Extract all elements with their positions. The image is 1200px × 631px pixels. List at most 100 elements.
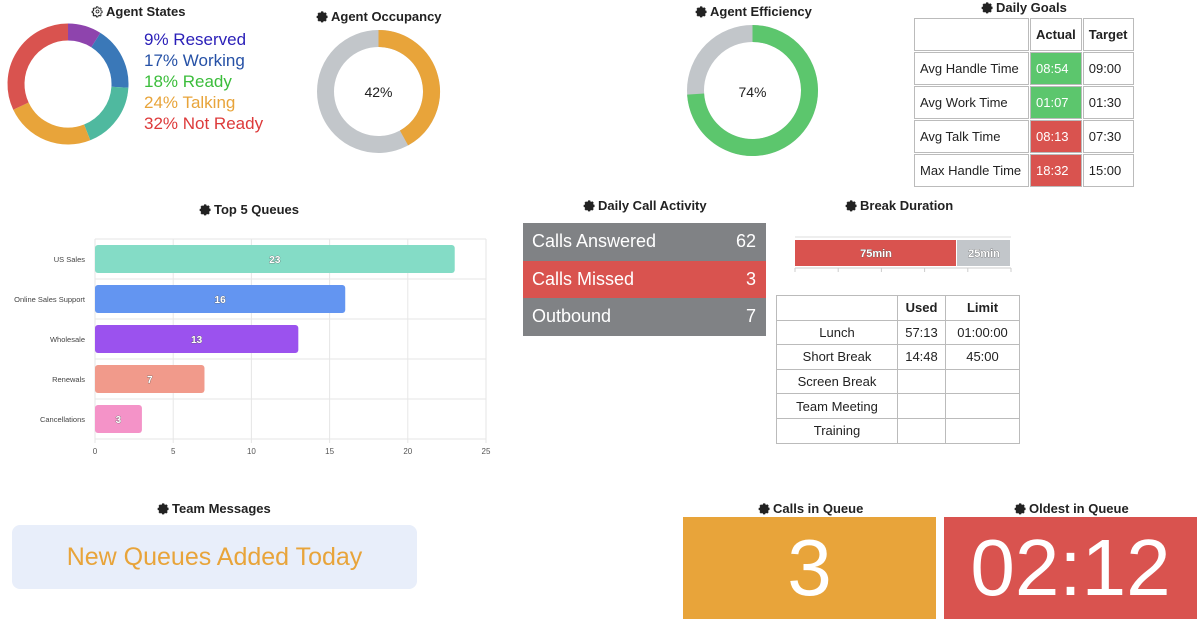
- gear-icon[interactable]: [316, 10, 329, 23]
- bar-value-label: 7: [147, 375, 153, 386]
- team-message-box: New Queues Added Today: [12, 525, 417, 589]
- break-limit: 01:00:00: [945, 319, 1020, 346]
- goal-label: Avg Talk Time: [914, 120, 1029, 153]
- agent-states-donut: [7, 23, 129, 145]
- donut-segment-ready: [83, 86, 129, 141]
- gear-icon[interactable]: [91, 5, 104, 18]
- agent-efficiency-gauge: [687, 25, 818, 156]
- break-limit: [945, 417, 1020, 444]
- bar-wholesale: [95, 325, 299, 353]
- break-row: Short Break 14:48 45:00: [776, 344, 1020, 370]
- x-tick-label: 0: [93, 447, 98, 456]
- agent-efficiency-title: Agent Efficiency: [695, 4, 812, 19]
- break-row: Team Meeting: [776, 393, 1020, 419]
- activity-row: Calls Answered 62: [523, 223, 766, 261]
- break-segment-label: 25min: [968, 248, 1000, 260]
- bar-value-label: 13: [191, 335, 203, 346]
- oldest-in-queue-value: 02:12: [970, 523, 1171, 612]
- agent-states-title: Agent States: [91, 4, 185, 19]
- break-row: Screen Break: [776, 368, 1020, 395]
- daily-call-activity-title: Daily Call Activity: [583, 198, 707, 213]
- bar-cancellations: [95, 405, 142, 433]
- break-duration-bar: 75min 25min: [794, 236, 1012, 272]
- legend-item: 17% Working: [144, 51, 245, 70]
- goals-header-blank: [914, 18, 1029, 51]
- goal-target: 09:00: [1082, 52, 1134, 85]
- donut-segment-not-ready: [7, 23, 69, 110]
- widget-title-text: Break Duration: [860, 198, 954, 213]
- gear-icon[interactable]: [199, 203, 212, 216]
- break-used: [897, 368, 946, 395]
- activity-value: 62: [735, 231, 756, 252]
- team-messages-title: Team Messages: [157, 501, 271, 516]
- goal-label: Avg Work Time: [914, 86, 1029, 119]
- x-tick-label: 15: [325, 447, 334, 456]
- bar-renewals: [95, 365, 205, 393]
- goals-row: Avg Work Time 01:07 01:30: [914, 86, 1134, 119]
- break-segment-label: 75min: [860, 248, 892, 260]
- oldest-in-queue-box: 02:12: [944, 517, 1197, 619]
- gear-icon[interactable]: [981, 1, 994, 14]
- goals-row: Avg Handle Time 08:54 09:00: [914, 52, 1134, 85]
- oldest-in-queue-title: Oldest in Queue: [1014, 501, 1129, 516]
- break-used: [897, 393, 946, 419]
- gauge-fill: [378, 30, 440, 146]
- donut-segment-reserved: [67, 23, 101, 48]
- activity-row: Calls Missed 3: [523, 260, 766, 298]
- goal-target: 01:30: [1082, 86, 1134, 119]
- gear-icon[interactable]: [157, 502, 170, 515]
- legend-item: 24% Talking: [144, 93, 236, 112]
- gauge-fill: [687, 25, 818, 156]
- activity-value: 7: [745, 306, 756, 327]
- agent-states-legend: 9% Reserved 17% Working 18% Ready 24% Talki…: [144, 29, 263, 134]
- goal-target: 15:00: [1082, 154, 1134, 187]
- gear-icon[interactable]: [583, 199, 596, 212]
- donut-segment-talking: [13, 102, 91, 145]
- activity-value: 3: [745, 268, 756, 289]
- break-header-used: Used: [897, 295, 946, 321]
- bar-value-label: 23: [269, 255, 281, 266]
- widget-title-text: Agent Efficiency: [710, 4, 812, 19]
- x-tick-label: 25: [482, 447, 491, 456]
- goal-actual: 18:32: [1030, 154, 1082, 187]
- break-limit: 45:00: [945, 344, 1020, 370]
- break-used: 14:48: [897, 344, 946, 370]
- widget-title-text: Calls in Queue: [773, 501, 864, 516]
- top-queues-title: Top 5 Queues: [199, 202, 299, 217]
- goal-actual: 08:54: [1030, 52, 1082, 85]
- gear-icon[interactable]: [758, 502, 771, 515]
- break-duration-title: Break Duration: [845, 198, 953, 213]
- goals-header-target: Target: [1082, 18, 1134, 51]
- break-label: Screen Break: [776, 368, 898, 395]
- widget-title-text: Oldest in Queue: [1029, 501, 1129, 516]
- break-label: Training: [776, 417, 898, 444]
- daily-goals-table: Actual Target Avg Handle Time 08:54 09:00 A…: [913, 17, 1135, 188]
- category-label: US Sales: [54, 255, 86, 264]
- goal-actual: 01:07: [1030, 86, 1082, 119]
- break-header-limit: Limit: [945, 295, 1020, 321]
- break-label: Short Break: [776, 344, 898, 370]
- gear-icon[interactable]: [1014, 502, 1027, 515]
- calls-in-queue-box: 3: [683, 517, 936, 619]
- legend-item: 32% Not Ready: [144, 114, 264, 133]
- break-limit: [945, 393, 1020, 419]
- break-row: Training: [776, 417, 1020, 444]
- break-header-blank: [776, 295, 898, 321]
- break-segment: [957, 240, 1010, 266]
- break-duration-table: Used Limit Lunch 57:13 01:00:00 Short Break…: [776, 295, 1020, 444]
- goals-row: Max Handle Time 18:32 15:00: [914, 154, 1134, 187]
- calls-in-queue-title: Calls in Queue: [758, 501, 863, 516]
- widget-title-text: Daily Goals: [996, 0, 1067, 15]
- category-label: Renewals: [52, 375, 85, 384]
- widget-title-text: Agent Occupancy: [331, 9, 442, 24]
- gear-icon[interactable]: [845, 199, 858, 212]
- break-label: Lunch: [776, 319, 898, 346]
- goal-target: 07:30: [1082, 120, 1134, 153]
- gear-icon[interactable]: [695, 5, 708, 18]
- goal-label: Max Handle Time: [914, 154, 1029, 187]
- agent-occupancy-value: 42%: [364, 84, 393, 100]
- x-tick-label: 5: [171, 447, 176, 456]
- goals-header-actual: Actual: [1030, 18, 1082, 51]
- widget-title-text: Team Messages: [172, 501, 271, 516]
- break-segment: [795, 240, 956, 266]
